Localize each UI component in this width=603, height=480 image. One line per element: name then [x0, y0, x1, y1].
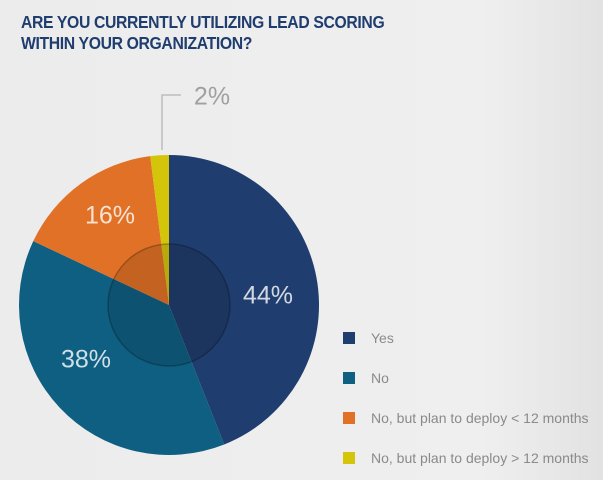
- pie-slice-3: [33, 156, 170, 305]
- legend-swatch: [343, 452, 355, 464]
- data-label-3: 16%: [85, 202, 135, 230]
- data-label-4: 2%: [194, 83, 230, 111]
- chart-title: ARE YOU CURRENTLY UTILIZING LEAD SCORING…: [21, 12, 385, 53]
- legend-label: No, but plan to deploy > 12 months: [371, 450, 589, 466]
- legend-item-deploy-gt-12: No, but plan to deploy > 12 months: [343, 438, 589, 478]
- legend-label: Yes: [371, 330, 394, 346]
- legend-item-no: No: [343, 358, 589, 398]
- data-label-1: 44%: [243, 282, 293, 310]
- inner-circle-overlay: [107, 243, 231, 367]
- legend-swatch: [343, 412, 355, 424]
- leader-line: [161, 94, 181, 150]
- legend-item-yes: Yes: [343, 318, 589, 358]
- data-label-2: 38%: [61, 346, 111, 374]
- pie-slice-2: [19, 241, 225, 455]
- legend-label: No, but plan to deploy < 12 months: [371, 410, 589, 426]
- pie-slice-4: [150, 155, 169, 305]
- legend-label: No: [371, 370, 389, 386]
- pie-slice-1: [169, 155, 319, 445]
- legend: Yes No No, but plan to deploy < 12 month…: [343, 318, 589, 478]
- legend-swatch: [343, 372, 355, 384]
- legend-swatch: [343, 332, 355, 344]
- legend-item-deploy-lt-12: No, but plan to deploy < 12 months: [343, 398, 589, 438]
